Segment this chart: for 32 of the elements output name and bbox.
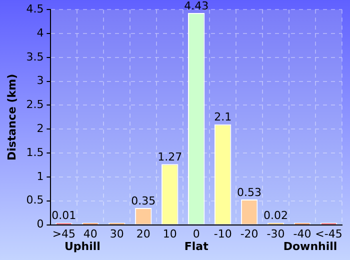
text: Downhill	[283, 240, 338, 253]
x-tick-label: -10	[214, 227, 232, 240]
text: Uphill	[64, 240, 100, 253]
data-label: 0.35	[131, 194, 156, 208]
y-tick-label: 1	[36, 170, 44, 183]
x-tick-label: <-45	[315, 227, 342, 240]
x-tick-label: 30	[110, 227, 124, 240]
y-tick-label: 2.5	[26, 98, 44, 112]
x-tick-label: -40	[293, 227, 312, 240]
y-tick-label: 2	[36, 122, 44, 136]
y-tick-label: 4	[36, 26, 44, 40]
x-tick-label: 40	[83, 227, 98, 240]
y-tick-label: 0.5	[26, 194, 44, 207]
data-label: 0.02	[264, 209, 288, 222]
y-tick-label: 1.5	[26, 146, 44, 159]
y-tick-label: 0	[36, 218, 44, 231]
data-label: 1.27	[158, 150, 182, 164]
x-tick-label: >45	[52, 227, 76, 240]
data-label: 0.01	[52, 209, 76, 222]
x-tick-label: 20	[136, 227, 150, 240]
y-tick-label: 4.5	[26, 2, 44, 16]
x-tick-label: -20	[240, 227, 258, 240]
text: Flat	[184, 240, 208, 253]
y-tick-label: 3.5	[26, 50, 44, 64]
data-label: 0.53	[237, 186, 262, 199]
data-label: 4.43	[184, 0, 209, 12]
y-tick-label: 3	[36, 74, 44, 88]
data-label: 2.1	[214, 110, 232, 124]
y-axis-title: Distance (km)	[5, 74, 18, 161]
x-tick-label: 10	[162, 227, 177, 240]
x-tick-label: 0	[192, 227, 200, 240]
x-tick-label: -30	[266, 227, 285, 240]
